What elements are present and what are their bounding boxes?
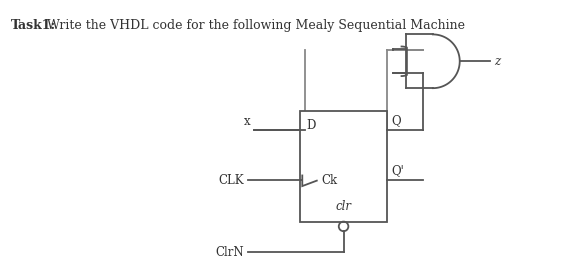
Text: Q: Q [392,115,401,127]
Text: Task1:: Task1: [10,19,55,32]
Text: CLK: CLK [218,174,244,187]
Text: Q': Q' [392,164,404,178]
Bar [301,111,387,221]
Text: ClrN: ClrN [215,246,244,259]
Text: x: x [244,115,250,127]
Text: D: D [306,119,315,132]
Text: Write the VHDL code for the following Mealy Sequential Machine: Write the VHDL code for the following Me… [43,19,465,32]
Text: z: z [494,55,500,68]
Text: clr: clr [336,200,351,213]
Text: Ck: Ck [321,174,337,187]
